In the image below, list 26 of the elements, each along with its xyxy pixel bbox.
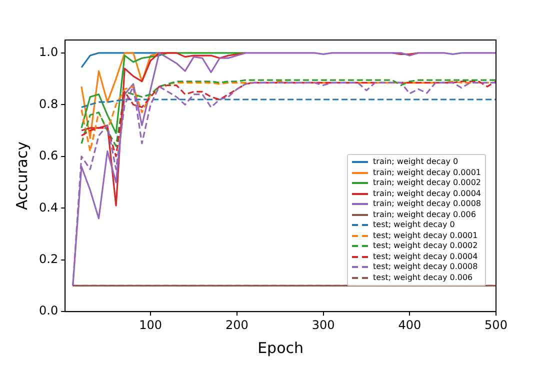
x-axis-title: Epoch [258, 338, 304, 357]
legend-label: train; weight decay 0.006 [373, 210, 476, 220]
legend-label: test; weight decay 0.0004 [373, 252, 478, 262]
y-axis-title: Accuracy [12, 141, 31, 210]
y-tick-label: 0.4 [38, 200, 58, 214]
legend-label: train; weight decay 0 [373, 157, 458, 168]
legend-label: test; weight decay 0 [373, 220, 455, 230]
x-tick-label: 400 [398, 318, 422, 332]
legend-label: train; weight decay 0.0001 [373, 168, 481, 178]
y-tick-label: 0.6 [38, 148, 58, 163]
y-tick-label: 0.8 [38, 96, 58, 111]
y-tick-label: 0.2 [38, 252, 58, 266]
legend-label: train; weight decay 0.0004 [373, 188, 481, 199]
legend-label: test; weight decay 0.0001 [373, 230, 478, 241]
x-tick-label: 200 [225, 318, 248, 332]
x-tick-label: 500 [484, 318, 508, 332]
legend-label: test; weight decay 0.0002 [373, 241, 478, 252]
y-tick-label: 1.0 [38, 45, 58, 60]
legend-label: test; weight decay 0.006 [373, 272, 473, 283]
x-tick-label: 100 [139, 318, 162, 332]
legend-label: train; weight decay 0.0008 [373, 199, 481, 210]
legend-label: test; weight decay 0.0008 [373, 262, 478, 272]
legend-label: train; weight decay 0.0002 [373, 178, 481, 188]
y-tick-label: 0.0 [38, 304, 58, 318]
x-tick-label: 300 [312, 318, 335, 332]
line-series [80, 98, 496, 108]
